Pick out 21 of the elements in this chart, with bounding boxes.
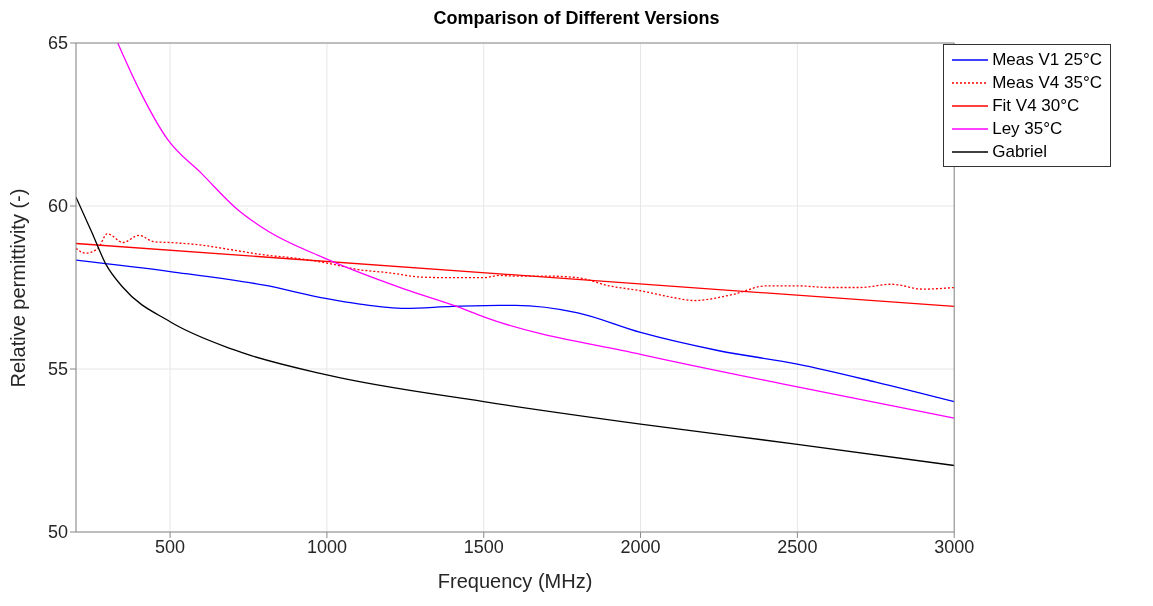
line-series: [76, 196, 955, 467]
x-tick-label: 1000: [306, 536, 347, 557]
x-tick-label: 3000: [934, 536, 975, 557]
x-axis-title: Frequency (MHz): [437, 570, 593, 592]
line-series: [76, 259, 955, 403]
y-tick-label: 55: [47, 359, 68, 380]
y-tick-label: 65: [47, 33, 68, 54]
chart-title: Comparison of Different Versions: [432, 8, 721, 30]
y-axis-title: Relative permittivity (-): [7, 188, 30, 388]
x-tick-label: 2000: [620, 536, 661, 557]
x-tick-label: 1500: [463, 536, 504, 557]
legend-label: Meas V4 35°C: [992, 72, 1102, 94]
x-tick-label: 500: [155, 536, 186, 557]
legend-label: Ley 35°C: [992, 118, 1063, 140]
x-tick-label: 2500: [777, 536, 818, 557]
y-tick-label: 60: [47, 196, 68, 217]
legend-label: Gabriel: [992, 141, 1048, 163]
legend-label: Fit V4 30°C: [992, 95, 1080, 117]
line-series: [117, 43, 955, 419]
legend-label: Meas V1 25°C: [992, 49, 1102, 71]
y-tick-label: 50: [47, 522, 68, 543]
